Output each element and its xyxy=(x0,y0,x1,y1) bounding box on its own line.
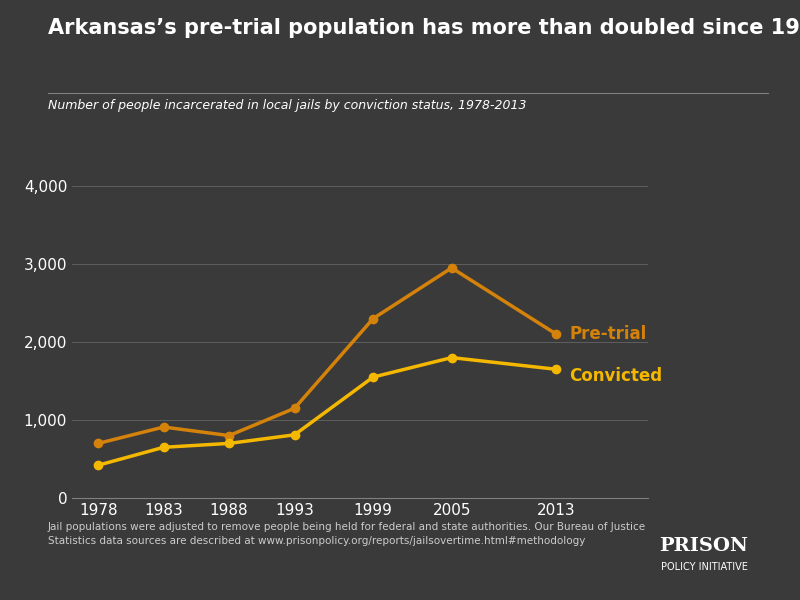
Text: Arkansas’s pre-trial population has more than doubled since 1978: Arkansas’s pre-trial population has more… xyxy=(48,18,800,38)
Text: POLICY INITIATIVE: POLICY INITIATIVE xyxy=(661,562,747,572)
Text: PRISON: PRISON xyxy=(659,537,749,555)
Text: Jail populations were adjusted to remove people being held for federal and state: Jail populations were adjusted to remove… xyxy=(48,522,646,546)
Text: Number of people incarcerated in local jails by conviction status, 1978-2013: Number of people incarcerated in local j… xyxy=(48,99,526,112)
Text: Convicted: Convicted xyxy=(570,367,662,385)
Text: Pre-trial: Pre-trial xyxy=(570,325,646,343)
